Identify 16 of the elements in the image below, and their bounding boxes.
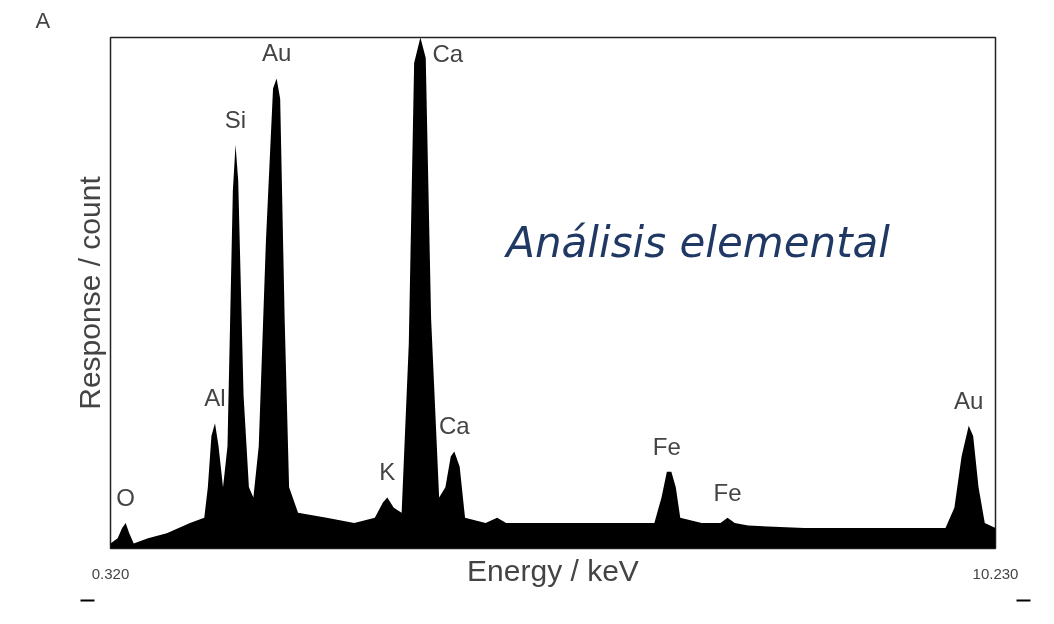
annotation: Au: [261, 39, 292, 67]
text: A: [35, 7, 51, 33]
annotation: Ca: [438, 412, 471, 440]
annotation: Au: [954, 386, 984, 414]
annotation: Fe: [713, 478, 742, 506]
annotation: Al: [204, 384, 226, 412]
annotation: Si: [224, 105, 247, 133]
annotation: Análisis elemental: [503, 218, 891, 268]
x-axis-title: Energy / keV: [467, 553, 639, 587]
annotation: Ca: [432, 39, 464, 67]
annotation: K: [379, 458, 396, 486]
x-tick-label: 0.320: [91, 564, 130, 582]
annotation: O: [116, 483, 136, 511]
y-axis-title: Response / count: [72, 175, 106, 410]
x-tick-label: 10.230: [972, 564, 1019, 582]
annotation: Fe: [652, 432, 681, 460]
